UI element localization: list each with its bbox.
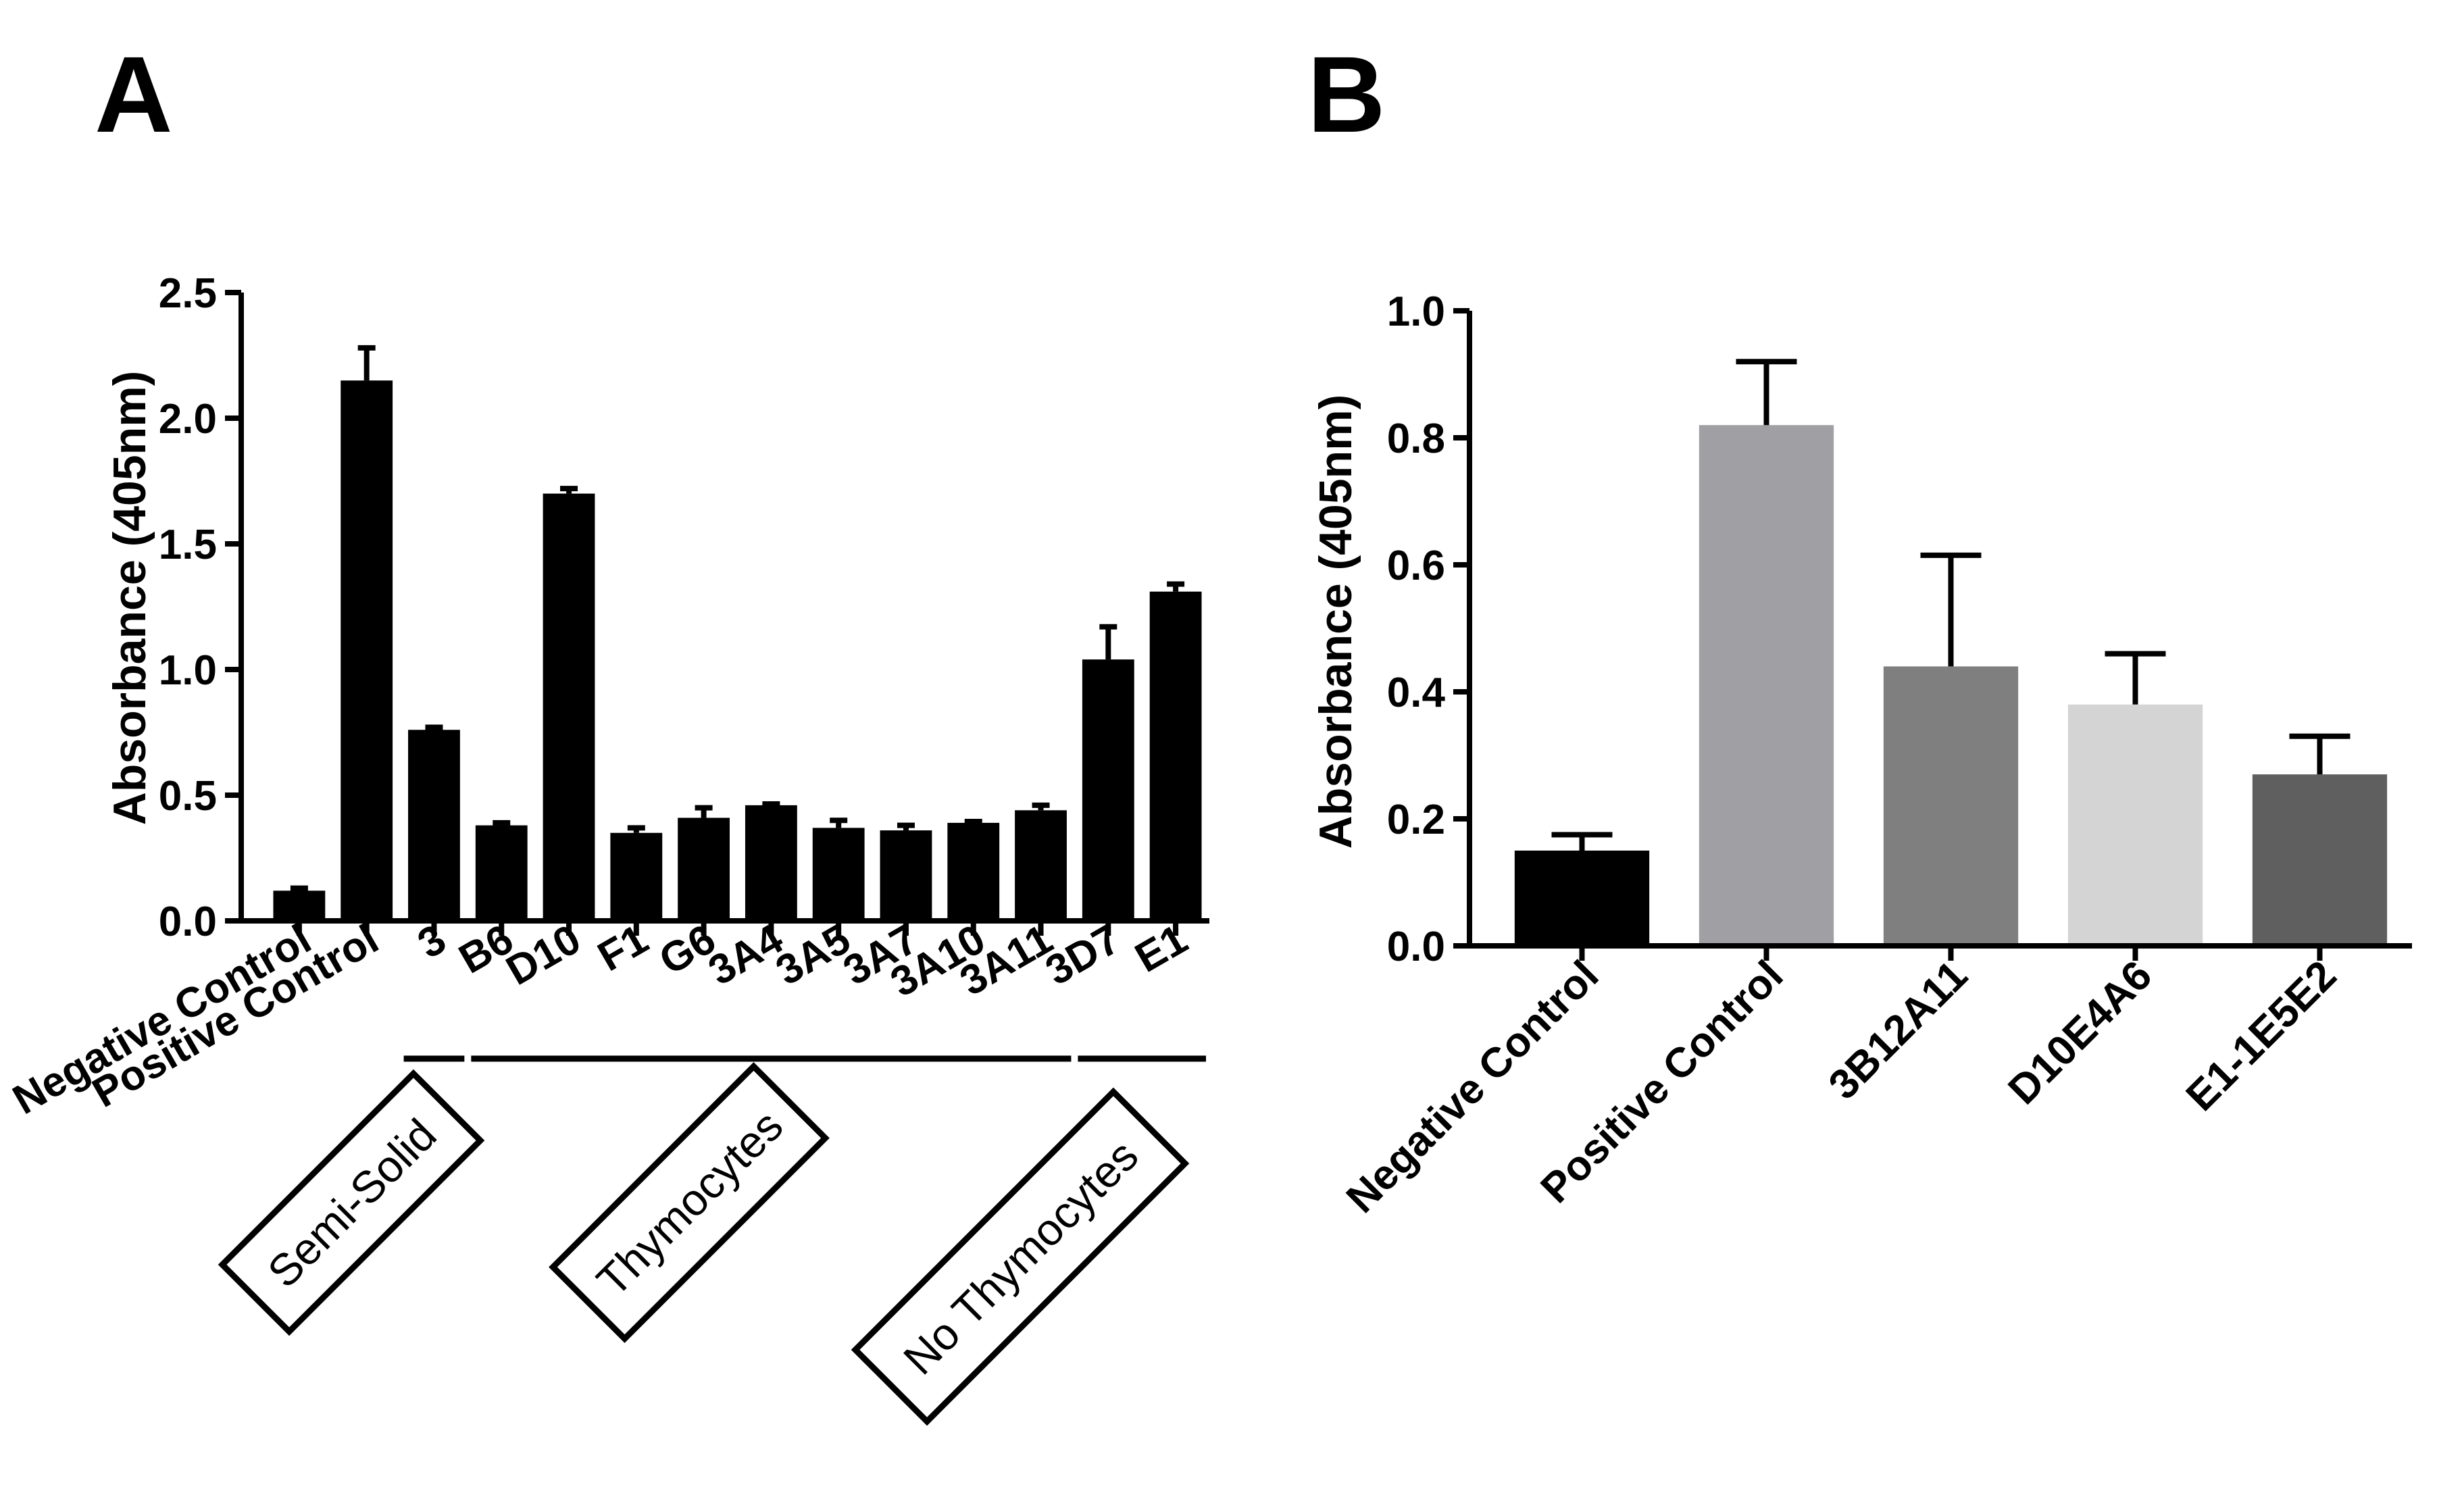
panel-b-bar-3b12a11 (1883, 666, 2019, 946)
panel-a-group-box-border (851, 1087, 1190, 1426)
panel-b-y-tick-label: 0.6 (1387, 543, 1445, 589)
panel-a-error-bar-positive-control (357, 345, 376, 381)
panel-a-category-label: F1 (590, 915, 656, 980)
panel-b-category-label: D10E4A6 (2000, 952, 2161, 1113)
panel-a-group-label: No Thymocytes (894, 1130, 1148, 1384)
panel-a-y-axis-title: Absorbance (405nm) (104, 371, 155, 826)
panel-b-bar-d10e4a6 (2067, 704, 2203, 946)
panel-b-category-label: E1-1E5E2 (2178, 952, 2346, 1120)
panel-a-bar-b6 (475, 825, 528, 921)
panel-a-category-label: 3D7 (1038, 915, 1128, 994)
panel-b-y-tick-label: 0.0 (1387, 924, 1445, 970)
panel-a-error-bar-f1 (627, 825, 645, 833)
panel-a-error-bar-3a11 (1032, 802, 1050, 811)
panel-a-letter: A (95, 34, 173, 155)
panel-a-y-tick-label: 0.5 (159, 773, 217, 820)
panel-a-bar-f1 (610, 832, 663, 921)
panel-b-bar-positive-control (1699, 425, 1834, 946)
panel-a-bar-3a5 (812, 828, 865, 921)
panel-b-error-bar-e1-1e5e2 (2289, 733, 2350, 775)
panel-a-bar-g6 (678, 817, 730, 921)
panel-a-error-bar-3a7 (897, 822, 915, 831)
panel-a-error-bar-d10 (560, 486, 578, 494)
panel-a-bar-e1 (1149, 591, 1202, 921)
panel-b-category-label: 3B12A11 (1820, 952, 1977, 1109)
panel-a-bar-3a11 (1015, 810, 1067, 921)
panel-b-error-bar-3b12a11 (1920, 552, 1982, 667)
panel-b-chart: B 0.00.20.40.60.81.0 Negative ControlPos… (1307, 34, 2412, 1222)
panel-a-y-tick-label: 1.5 (159, 522, 217, 568)
panel-a-error-bar-3a4 (762, 801, 780, 807)
panel-a-error-bar-e1 (1167, 581, 1185, 592)
panel-a-group-box: Semi-Solid (218, 1069, 485, 1336)
panel-a-group-box: Thymocytes (549, 1062, 830, 1343)
panel-a-bar-positive-control (341, 380, 393, 921)
panel-b-error-bar-positive-control (1736, 359, 1797, 426)
panel-a-chart: A 0.00.51.01.52.02.5 Negative ControlPos… (5, 34, 1209, 1426)
panel-a-group-box: No Thymocytes (851, 1087, 1190, 1426)
panel-a-y-tick-label: 1.0 (159, 647, 217, 694)
panel-b-y-tick-label: 0.2 (1387, 797, 1445, 843)
panel-a-error-bar-negative-control (290, 885, 308, 891)
panel-b-y-tick-label: 1.0 (1387, 288, 1445, 335)
panel-a-y-tick-label: 2.5 (159, 270, 217, 317)
panel-a-category-label: D10 (499, 915, 588, 994)
panel-a-bar-3a10 (947, 822, 1000, 921)
panel-b-letter: B (1307, 34, 1386, 155)
panel-b-y-tick-label: 0.4 (1387, 670, 1446, 716)
panel-b-bar-e1-1e5e2 (2252, 774, 2388, 946)
panel-a-bar-3a4 (745, 805, 797, 921)
panel-a-error-bar-3 (425, 724, 443, 730)
panel-a-bar-3a7 (880, 830, 932, 921)
panel-a-error-bar-g6 (695, 805, 713, 818)
panel-b-error-bar-negative-control (1551, 832, 1613, 851)
panel-a-y-tick-label: 2.0 (159, 396, 217, 443)
panel-a-error-bar-3a5 (830, 817, 848, 828)
panel-a-y-tick-label: 0.0 (159, 899, 217, 945)
panel-a-group-box-border (549, 1062, 830, 1343)
panel-a-group-no-thymocytes: No Thymocytes (851, 1055, 1207, 1426)
panel-a-error-bar-3d7 (1099, 624, 1117, 660)
panel-a-error-bar-3a10 (964, 819, 982, 825)
panel-b-y-tick-label: 0.8 (1387, 415, 1445, 462)
panel-a-group-semi-solid: Semi-Solid (218, 1055, 485, 1336)
panel-a-category-label: E1 (1128, 915, 1195, 982)
panel-b-error-bar-d10e4a6 (2105, 651, 2166, 705)
panel-a-bar-d10 (543, 493, 595, 921)
panel-b-y-axis-title: Absorbance (405nm) (1310, 395, 1361, 849)
panel-b-bar-negative-control (1514, 851, 1650, 946)
panel-a-bar-3d7 (1082, 659, 1134, 921)
panel-a-bar-3 (408, 730, 460, 921)
panel-a-bar-negative-control (273, 890, 326, 921)
panel-a-group-box-border (218, 1069, 485, 1336)
panel-a-error-bar-b6 (493, 820, 511, 826)
